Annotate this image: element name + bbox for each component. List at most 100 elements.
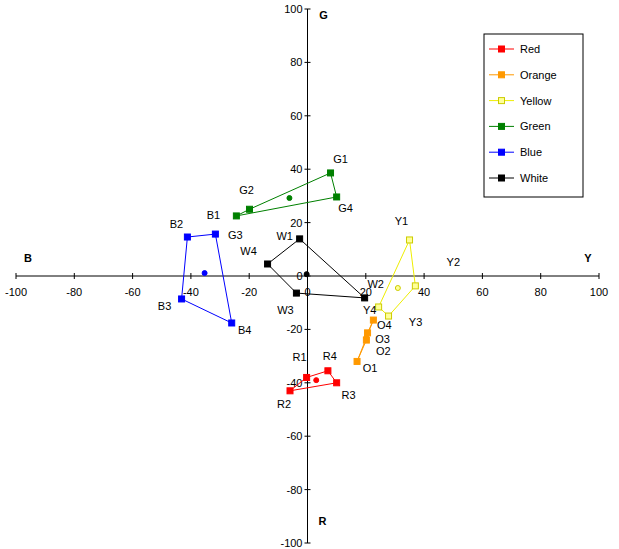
point [293, 290, 299, 296]
mean-point [395, 286, 400, 291]
point [212, 231, 218, 237]
mean-point [314, 378, 319, 383]
legend-box [484, 34, 583, 197]
legend-label: Orange [520, 69, 557, 81]
chart: -100-80-60-40-20020406080100-100-80-60-4… [0, 0, 619, 549]
point [246, 206, 252, 212]
point [334, 194, 340, 200]
point-label: W4 [240, 245, 257, 257]
legend-label: Yellow [520, 95, 551, 107]
legend-marker [499, 46, 505, 52]
y-tick [305, 382, 311, 383]
legend-marker [499, 72, 505, 78]
y-tick-label: 80 [290, 56, 302, 68]
y-tick [305, 222, 311, 223]
y-tick [305, 436, 311, 437]
x-tick [190, 273, 191, 279]
point-label: O4 [377, 319, 392, 331]
y-tick-label: -20 [287, 323, 303, 335]
point-label: G3 [228, 229, 243, 241]
point-label: Y2 [447, 256, 460, 268]
legend-marker [499, 123, 505, 129]
y-tick [305, 329, 311, 330]
x-tick-label: -40 [183, 286, 199, 298]
legend-label: White [520, 172, 548, 184]
series-outline [182, 234, 232, 323]
point-label: B2 [170, 218, 183, 230]
x-tick [249, 273, 250, 279]
mean-point [287, 196, 292, 201]
x-tick [132, 273, 133, 279]
point-label: G2 [239, 184, 254, 196]
y-tick [305, 169, 311, 170]
point-label: R3 [342, 389, 356, 401]
point [287, 388, 293, 394]
point [265, 261, 271, 267]
legend-label: Red [520, 43, 540, 55]
background [0, 0, 619, 549]
point-label: B3 [158, 300, 171, 312]
series-outline [379, 240, 416, 316]
point-label: W3 [277, 304, 294, 316]
x-tick-label: 60 [476, 286, 488, 298]
mean-point [304, 272, 309, 277]
point-label: Y4 [363, 304, 376, 316]
y-tick [305, 489, 311, 490]
y-tick [305, 9, 311, 10]
series-outline [236, 173, 336, 216]
x-tick-label: 0 [304, 286, 310, 298]
point-label: R4 [323, 350, 337, 362]
series-outline [357, 320, 373, 361]
point [229, 320, 235, 326]
x-tick-label: -20 [241, 286, 257, 298]
legend-marker [499, 149, 505, 155]
point [354, 358, 360, 364]
legend-label: Blue [520, 146, 542, 158]
axis-end-label: Y [584, 252, 592, 264]
y-tick-label: 100 [284, 3, 302, 15]
point [412, 283, 418, 289]
point [328, 170, 334, 176]
point-label: O3 [375, 333, 390, 345]
x-tick [599, 273, 600, 279]
y-tick-label: -100 [280, 537, 302, 549]
point [184, 234, 190, 240]
y-tick-label: 40 [290, 163, 302, 175]
legend-marker [499, 98, 505, 104]
point-label: W1 [276, 230, 293, 242]
x-tick [540, 273, 541, 279]
legend-marker [499, 175, 505, 181]
y-tick-label: 60 [290, 110, 302, 122]
point-label: R1 [293, 351, 307, 363]
point-label: G1 [333, 153, 348, 165]
point [407, 237, 413, 243]
y-tick-label: 20 [290, 217, 302, 229]
point [297, 236, 303, 242]
axes: -100-80-60-40-20020406080100-100-80-60-4… [5, 3, 608, 549]
point-label: O2 [376, 345, 391, 357]
x-tick [16, 273, 17, 279]
x-tick-label: -60 [125, 286, 141, 298]
point [370, 317, 376, 323]
y-tick-label: 0 [296, 270, 302, 282]
point [334, 380, 340, 386]
y-tick-label: -60 [287, 430, 303, 442]
x-tick-label: -80 [66, 286, 82, 298]
axis-end-label: B [24, 252, 32, 264]
point-label: B4 [238, 324, 251, 336]
y-tick-label: -80 [287, 484, 303, 496]
point-label: Y1 [395, 215, 408, 227]
point [233, 213, 239, 219]
point-labels: R1R2R3R4O1O2O3O4Y1Y2Y3Y4G1G2G3G4B1B2B3B4… [158, 153, 460, 410]
point-label: R2 [277, 398, 291, 410]
y-tick [305, 543, 311, 544]
point-label: O1 [363, 362, 378, 374]
x-tick-label: 100 [590, 286, 608, 298]
legend-label: Green [520, 120, 551, 132]
x-tick [482, 273, 483, 279]
point [304, 374, 310, 380]
y-tick [305, 62, 311, 63]
axis-end-label: G [319, 9, 328, 21]
axis-end-label: R [319, 515, 327, 527]
legend: Red Orange Yellow Green Blue White [484, 34, 583, 197]
